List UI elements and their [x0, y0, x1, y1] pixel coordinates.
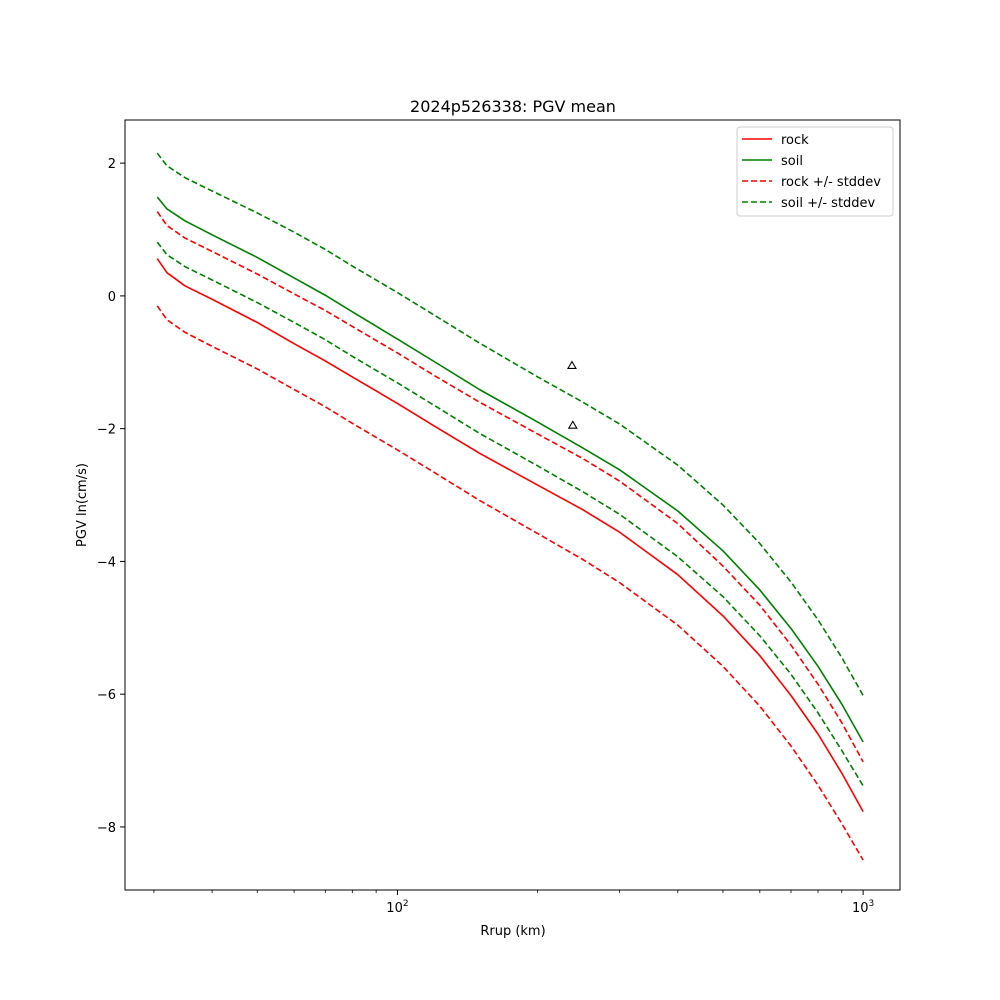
- legend-label-2: rock +/- stddev: [781, 175, 881, 190]
- plot-area: [125, 120, 900, 890]
- series-line-1: [156, 196, 864, 743]
- y-tick-label-2: −2: [97, 423, 116, 438]
- data-series-group: [156, 152, 864, 861]
- plot-frame: [124, 119, 901, 891]
- x-tick-label-1: 103: [852, 899, 874, 916]
- x-axis: 102 103: [153, 890, 874, 916]
- legend: rock soil rock +/- stddev soil +/- stddev: [736, 126, 894, 217]
- y-tick-label-3: −4: [97, 555, 116, 570]
- y-tick-label-4: −6: [97, 688, 116, 703]
- markers-group: [566, 360, 578, 429]
- legend-box: [736, 126, 894, 217]
- y-axis: 2 0 −2 −4 −6 −8: [97, 157, 125, 836]
- series-line-4: [156, 152, 864, 696]
- x-axis-label: Rrup (km): [480, 924, 545, 939]
- series-line-3: [156, 305, 864, 861]
- triangle-marker-0: [566, 360, 577, 369]
- triangle-marker-1: [567, 420, 578, 429]
- y-tick-label-0: 2: [108, 157, 116, 172]
- series-line-0: [156, 258, 864, 813]
- chart-title: 2024p526338: PGV mean: [410, 97, 616, 116]
- y-tick-label-1: 0: [108, 290, 116, 305]
- series-line-5: [156, 241, 864, 787]
- y-axis-label: PGV ln(cm/s): [75, 463, 90, 547]
- legend-label-1: soil: [781, 154, 803, 169]
- legend-label-3: soil +/- stddev: [781, 196, 876, 211]
- series-line-2: [156, 211, 864, 763]
- x-tick-label-0: 102: [386, 899, 408, 916]
- y-tick-label-5: −8: [97, 821, 116, 836]
- legend-label-0: rock: [781, 133, 809, 148]
